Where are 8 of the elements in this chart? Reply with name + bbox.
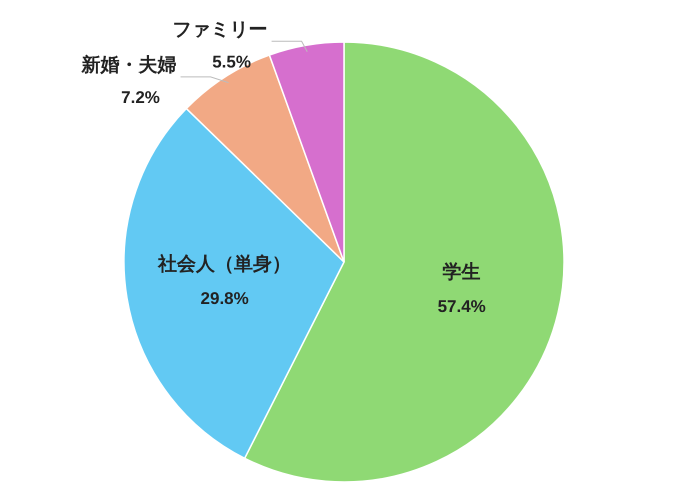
data-label: 29.8% bbox=[200, 288, 249, 308]
slice-label: 新婚・夫婦 bbox=[80, 54, 177, 76]
data-label: 5.5% bbox=[212, 52, 251, 72]
slice-label: ファミリー bbox=[172, 19, 268, 40]
slice-label: 社会人（単身） bbox=[157, 252, 292, 275]
slice-label: 学生 bbox=[442, 261, 481, 284]
data-label: 57.4% bbox=[438, 297, 486, 316]
data-label: 7.2% bbox=[121, 88, 160, 107]
